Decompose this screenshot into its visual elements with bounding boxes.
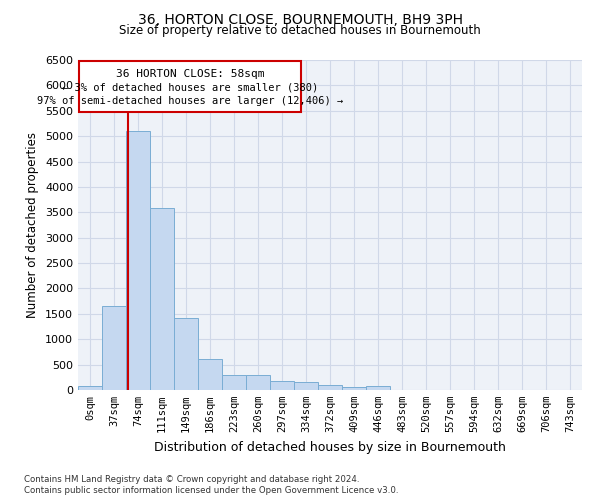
Text: 97% of semi-detached houses are larger (12,406) →: 97% of semi-detached houses are larger (… [37, 96, 343, 106]
Bar [174, 318, 198, 390]
Text: Contains public sector information licensed under the Open Government Licence v3: Contains public sector information licen… [24, 486, 398, 495]
Text: Size of property relative to detached houses in Bournemouth: Size of property relative to detached ho… [119, 24, 481, 37]
Bar [198, 358, 222, 390]
Bar [222, 374, 246, 390]
Bar [342, 387, 366, 390]
Y-axis label: Number of detached properties: Number of detached properties [26, 132, 40, 318]
Bar [270, 381, 294, 390]
Text: ← 3% of detached houses are smaller (380): ← 3% of detached houses are smaller (380… [62, 82, 319, 92]
Bar [366, 386, 390, 390]
Text: Contains HM Land Registry data © Crown copyright and database right 2024.: Contains HM Land Registry data © Crown c… [24, 475, 359, 484]
Bar [78, 386, 102, 390]
X-axis label: Distribution of detached houses by size in Bournemouth: Distribution of detached houses by size … [154, 440, 506, 454]
Bar [246, 375, 270, 390]
Bar [79, 61, 301, 112]
Text: 36 HORTON CLOSE: 58sqm: 36 HORTON CLOSE: 58sqm [116, 68, 265, 78]
Text: 36, HORTON CLOSE, BOURNEMOUTH, BH9 3PH: 36, HORTON CLOSE, BOURNEMOUTH, BH9 3PH [137, 12, 463, 26]
Bar [294, 382, 318, 390]
Bar [318, 385, 342, 390]
Bar [150, 208, 174, 390]
Bar [126, 131, 150, 390]
Bar [102, 306, 126, 390]
